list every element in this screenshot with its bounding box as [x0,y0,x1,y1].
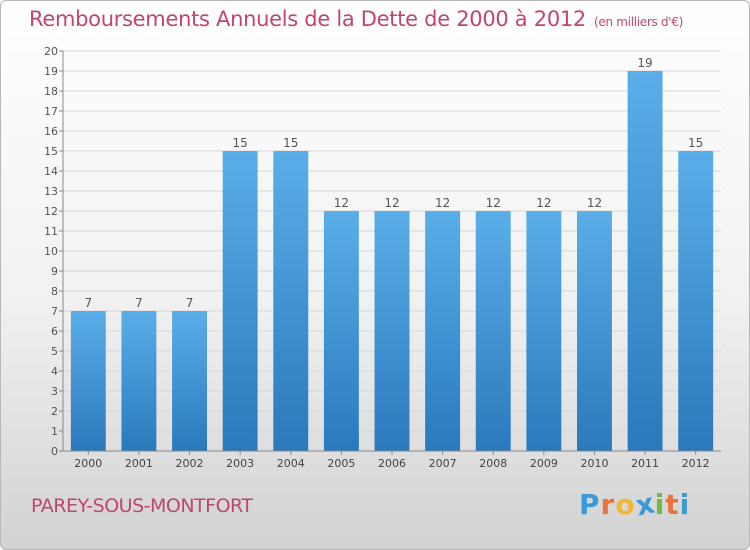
y-tick-label: 2 [51,405,58,418]
y-tick-label: 17 [44,105,58,118]
bar-2007 [425,211,461,451]
bar-2008 [475,211,511,451]
x-tick-label-2005: 2005 [327,457,355,470]
bar-2001 [121,311,157,451]
logo-letter: t [665,488,680,521]
bar-2012 [678,151,714,451]
x-tick-label-2001: 2001 [125,457,153,470]
axes [59,50,721,455]
y-tick-label: 18 [44,85,58,98]
y-tick-label: 15 [44,145,58,158]
y-tick-label: 5 [51,345,58,358]
y-tick-label: 1 [51,425,58,438]
x-tick-label-2008: 2008 [479,457,507,470]
data-label-2009: 12 [536,196,551,210]
data-label-2001: 7 [135,296,143,310]
y-tick-label: 12 [44,205,58,218]
chart-subtitle: (en milliers d'€) [594,15,684,29]
data-label-2004: 15 [283,136,298,150]
proxiti-logo: Proxiti [579,486,691,522]
x-tick-label-2007: 2007 [429,457,457,470]
data-label-2010: 12 [587,196,602,210]
bar-2004 [273,151,309,451]
x-tick-label-2004: 2004 [277,457,305,470]
logo-letter: P [579,488,601,521]
bar-2005 [323,211,359,451]
x-tick-label-2006: 2006 [378,457,406,470]
data-label-2002: 7 [186,296,194,310]
y-tick-label: 14 [44,165,58,178]
y-tick-label: 16 [44,125,58,138]
data-label-2012: 15 [688,136,703,150]
y-tick-label: 0 [51,445,58,458]
bar-2000 [70,311,106,451]
logo-letter: i [679,488,691,521]
y-tick-label: 3 [51,385,58,398]
data-label-2007: 12 [435,196,450,210]
y-tick-label: 11 [44,225,58,238]
bar-2002 [172,311,208,451]
chart-title: Remboursements Annuels de la Dette de 20… [29,7,683,31]
bar-2011 [627,71,663,451]
x-tick-label-2010: 2010 [580,457,608,470]
bar-2009 [526,211,562,451]
y-tick-label: 10 [44,245,58,258]
labels: 0123456789101112131415161718192072000720… [44,45,710,470]
data-label-2011: 19 [637,56,652,70]
commune-name: PAREY-SOUS-MONTFORT [31,495,253,517]
data-label-2005: 12 [334,196,349,210]
y-tick-label: 13 [44,185,58,198]
data-label-2008: 12 [486,196,501,210]
y-tick-label: 7 [51,305,58,318]
x-tick-label-2003: 2003 [226,457,254,470]
y-tick-label: 6 [51,325,58,338]
logo-letter: r [600,488,616,521]
bar-2010 [576,211,612,451]
data-label-2000: 7 [84,296,92,310]
data-label-2006: 12 [384,196,399,210]
x-tick-label-2012: 2012 [682,457,710,470]
chart-title-text: Remboursements Annuels de la Dette de 20… [29,7,586,31]
y-tick-label: 20 [44,45,58,58]
bars [70,71,714,451]
x-tick-label-2000: 2000 [74,457,102,470]
x-tick-label-2011: 2011 [631,457,659,470]
logo-letter: o [615,488,636,521]
y-tick-label: 8 [51,285,58,298]
logo-letter: i [654,488,666,521]
y-tick-label: 4 [51,365,58,378]
bar-2006 [374,211,410,451]
data-label-2003: 15 [233,136,248,150]
x-tick-label-2009: 2009 [530,457,558,470]
y-tick-label: 19 [44,65,58,78]
y-tick-label: 9 [51,265,58,278]
bar-2003 [222,151,258,451]
x-tick-label-2002: 2002 [176,457,204,470]
